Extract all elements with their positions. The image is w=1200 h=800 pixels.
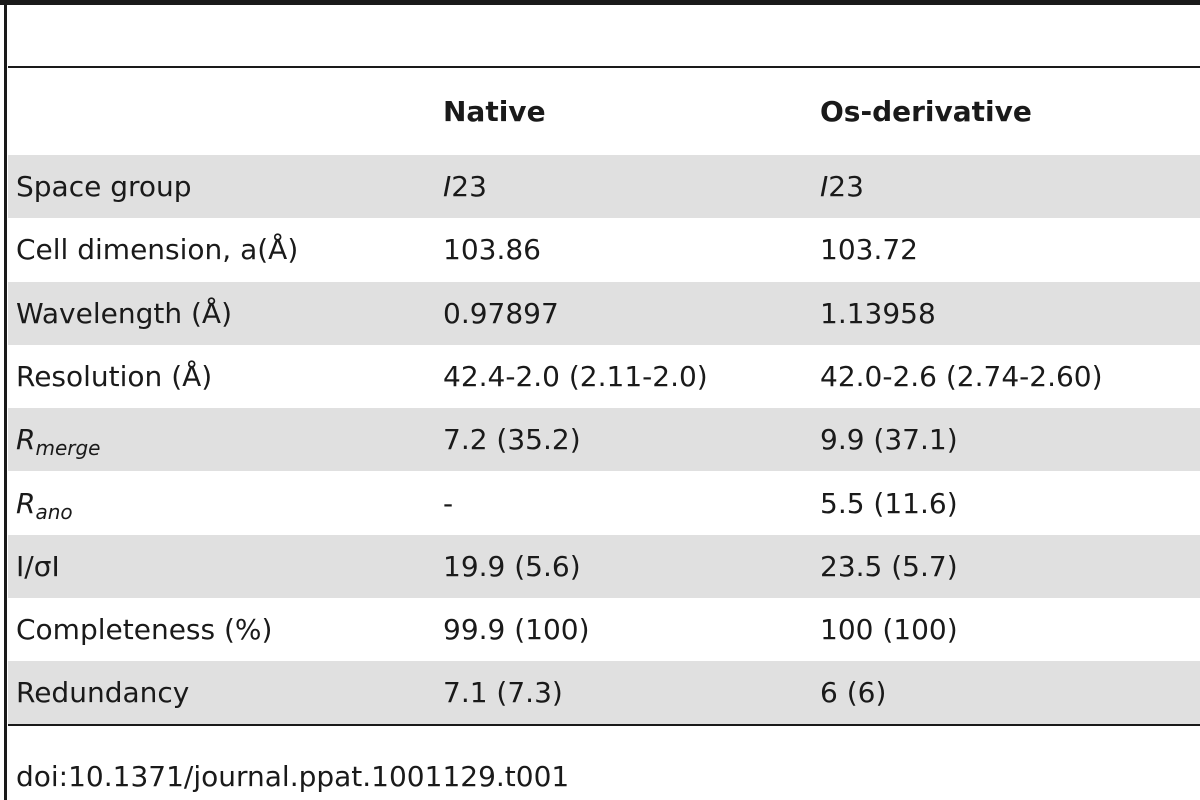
os-value: I23 [812,155,1200,218]
os-value: 100 (100) [820,613,958,647]
row-label: Redundancy [16,676,190,710]
space-group-number: 23 [451,170,487,204]
os-value: 23.5 (5.7) [820,549,958,583]
native-value: 7.2 (35.2) [443,423,581,457]
native-value: 7.1 (7.3) [443,676,563,710]
table-row: Space group I23 I23 [8,155,1200,219]
table-row: Resolution (Å) 42.4-2.0 (2.11-2.0) 42.0-… [8,345,1200,408]
space-group-prefix: I [443,170,452,204]
row-label: Cell dimension, a(Å) [16,233,299,267]
native-value: 103.86 [443,233,541,267]
os-value: 42.0-2.6 (2.74-2.60) [820,360,1103,394]
doi-footer[interactable]: doi:10.1371/journal.ppat.1001129.t001 [16,760,570,793]
row-label: I/σI [16,549,60,583]
r-subscript: merge [35,436,101,461]
row-label: Space group [16,170,192,204]
row-label: Resolution (Å) [16,360,213,394]
left-border-rule [4,0,7,800]
native-value: 99.9 (100) [443,613,590,647]
header-native: Native [443,95,546,128]
os-value: 5.5 (11.6) [820,486,958,520]
row-label: Rmerge [8,408,435,471]
native-value: 0.97897 [443,296,559,330]
data-collection-table-container: Native Os-derivative Space group I23 I23… [8,66,1200,726]
header-empty-cell [8,67,435,155]
header-row: Native Os-derivative [8,67,1200,155]
r-symbol: R [16,423,36,457]
table-row: Completeness (%) 99.9 (100) 100 (100) [8,598,1200,661]
r-subscript: ano [35,499,73,524]
table-row: Cell dimension, a(Å) 103.86 103.72 [8,218,1200,281]
table-row: Rano - 5.5 (11.6) [8,471,1200,534]
top-border-rule [0,0,1200,5]
table-body: Space group I23 I23 Cell dimension, a(Å)… [8,155,1200,725]
data-collection-table: Native Os-derivative Space group I23 I23… [8,66,1200,726]
os-value: 103.72 [820,233,918,267]
space-group-prefix: I [820,170,829,204]
native-value: 42.4-2.0 (2.11-2.0) [443,360,708,394]
table-row: Wavelength (Å) 0.97897 1.13958 [8,281,1200,345]
r-symbol: R [16,486,36,520]
os-value: 1.13958 [820,296,936,330]
os-value: 9.9 (37.1) [820,423,958,457]
row-label: Wavelength (Å) [16,296,233,330]
space-group-number: 23 [828,170,864,204]
table-row: Redundancy 7.1 (7.3) 6 (6) [8,661,1200,725]
table-row: I/σI 19.9 (5.6) 23.5 (5.7) [8,534,1200,599]
native-value: 19.9 (5.6) [443,549,581,583]
table-row: Rmerge 7.2 (35.2) 9.9 (37.1) [8,408,1200,472]
os-value: 6 (6) [820,676,887,710]
native-value: - [443,486,454,520]
native-value: I23 [435,155,812,218]
table-header: Native Os-derivative [8,67,1200,155]
header-os-derivative: Os-derivative [820,95,1032,128]
row-label: Completeness (%) [16,613,273,647]
row-label: Rano [8,471,435,534]
